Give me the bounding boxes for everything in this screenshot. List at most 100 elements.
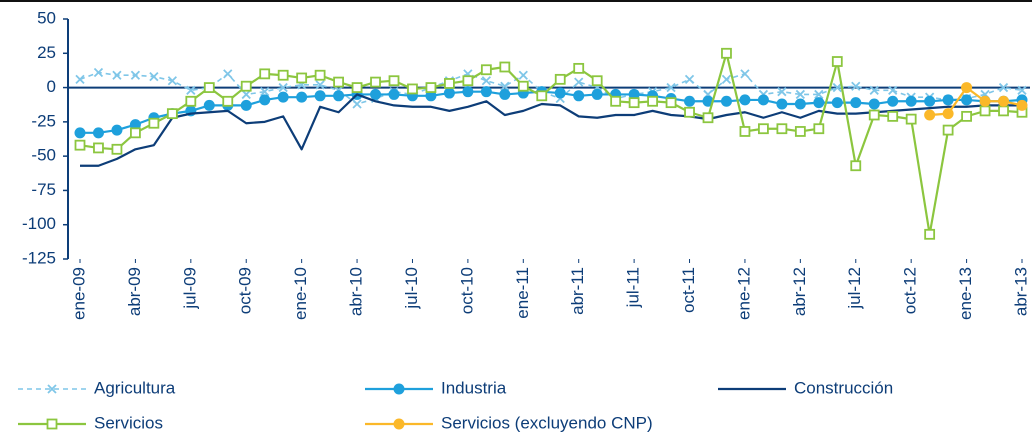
point — [314, 90, 326, 102]
point — [352, 99, 362, 109]
point — [517, 80, 529, 92]
point — [185, 95, 197, 107]
point — [777, 87, 787, 97]
point — [167, 76, 177, 86]
point — [979, 95, 991, 107]
point — [462, 75, 474, 87]
legend-label: Servicios (excluyendo CNP) — [441, 413, 653, 432]
y-tick-label: -100 — [22, 214, 56, 233]
point — [333, 90, 345, 102]
legend-marker — [47, 384, 57, 394]
point — [480, 64, 492, 76]
point — [573, 90, 585, 102]
point — [610, 95, 622, 107]
y-tick-label: 0 — [47, 77, 56, 96]
point — [776, 98, 788, 110]
legend-label: Industria — [441, 378, 507, 397]
point — [130, 70, 141, 80]
point — [1016, 99, 1028, 111]
y-tick-label: -50 — [31, 146, 56, 165]
y-tick-label: 50 — [37, 8, 56, 27]
point — [425, 82, 437, 93]
point — [795, 89, 805, 100]
point — [979, 105, 991, 117]
point — [702, 112, 714, 124]
point — [425, 90, 437, 102]
point — [296, 72, 308, 84]
point — [518, 70, 528, 80]
x-tick-label: ene-13 — [956, 267, 975, 320]
legend-item: Servicios — [18, 413, 163, 432]
point — [259, 68, 271, 80]
legend-item: Construcción — [718, 378, 893, 397]
x-tick-label: ene-10 — [291, 267, 310, 320]
point — [850, 97, 862, 109]
point — [222, 95, 234, 107]
point — [536, 90, 548, 102]
point — [407, 83, 418, 95]
legend-marker — [393, 418, 405, 430]
series-line — [80, 90, 1023, 134]
point — [961, 110, 972, 122]
point — [112, 70, 122, 80]
point — [591, 88, 603, 100]
x-tick-label: abr-12 — [790, 267, 809, 316]
point — [831, 56, 843, 67]
point — [998, 105, 1009, 117]
point — [684, 95, 696, 107]
point — [240, 80, 252, 92]
point — [665, 97, 677, 109]
point — [259, 94, 271, 106]
x-tick-label: jul-11 — [624, 267, 643, 308]
point — [740, 69, 750, 79]
x-tick-label: ene-09 — [69, 267, 88, 320]
point — [75, 74, 85, 84]
point — [591, 75, 603, 87]
point — [702, 95, 714, 107]
point — [831, 97, 843, 109]
x-tick-label: abr-13 — [1011, 267, 1030, 316]
point — [739, 126, 751, 137]
point — [684, 106, 695, 118]
point — [278, 82, 288, 93]
point — [924, 95, 936, 107]
point — [554, 73, 566, 85]
point — [628, 88, 640, 100]
point — [924, 228, 936, 240]
point — [868, 98, 880, 110]
x-tick-label: oct-09 — [236, 267, 255, 314]
legend-label: Servicios — [94, 413, 163, 432]
legend-marker — [393, 383, 405, 395]
point — [794, 98, 806, 110]
point — [905, 95, 917, 107]
point — [74, 139, 86, 151]
point — [148, 117, 160, 129]
point — [277, 91, 289, 103]
point — [186, 85, 196, 95]
x-tick-label: ene-11 — [513, 267, 532, 319]
point — [961, 82, 973, 94]
point — [628, 97, 640, 109]
point — [203, 82, 215, 93]
point — [573, 62, 585, 74]
point — [961, 94, 973, 106]
y-tick-label: -25 — [31, 111, 56, 130]
point — [240, 99, 252, 111]
point — [851, 81, 861, 91]
point — [92, 127, 104, 139]
point — [93, 67, 104, 78]
point — [814, 89, 824, 100]
point — [868, 109, 880, 121]
point — [924, 109, 936, 121]
point — [813, 123, 825, 135]
point — [74, 127, 86, 139]
point — [499, 61, 511, 73]
x-tick-label: oct-11 — [679, 267, 698, 313]
point — [166, 108, 178, 120]
point — [832, 82, 842, 93]
x-tick-label: jul-10 — [402, 267, 421, 310]
point — [500, 81, 510, 91]
point — [462, 86, 474, 98]
x-tick-label: ene-12 — [734, 267, 753, 320]
